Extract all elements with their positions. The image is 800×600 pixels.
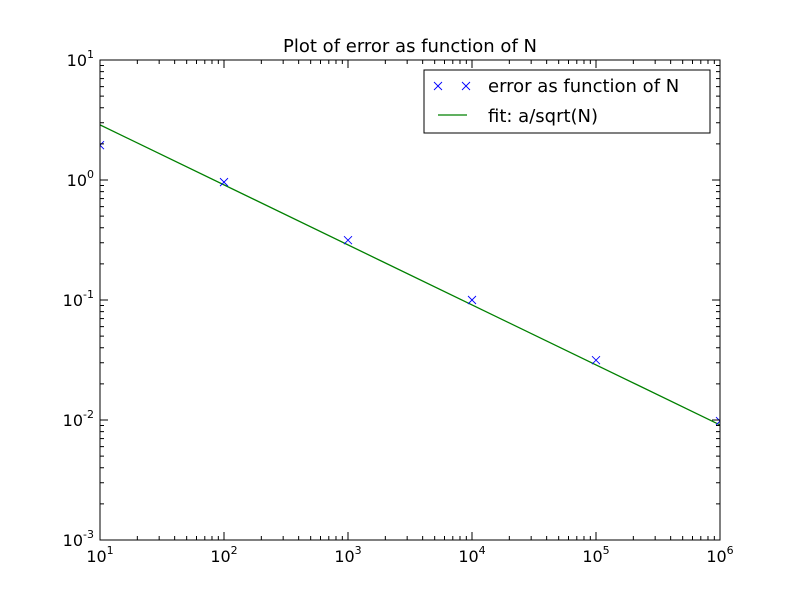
- x-tick-label-base: 10: [210, 547, 230, 566]
- plot-marks: [100, 124, 720, 426]
- x-tick-label: 104: [458, 544, 485, 566]
- legend-box: [423, 69, 711, 134]
- y-tick-label-base: 10: [67, 51, 87, 70]
- x-tick-label-exponent: 4: [479, 544, 486, 557]
- y-tick-label: 10-2: [63, 408, 94, 430]
- fit-line: [100, 124, 720, 426]
- x-tick-label-base: 10: [334, 547, 354, 566]
- x-tick-label-exponent: 5: [603, 544, 610, 557]
- y-tick-label: 101: [67, 48, 94, 70]
- chart-title: Plot of error as function of N: [283, 36, 537, 57]
- y-tick-label: 100: [67, 168, 94, 190]
- x-tick-label: 101: [86, 544, 113, 566]
- x-tick-label: 106: [706, 544, 733, 566]
- y-tick-label-exponent: 1: [87, 48, 94, 61]
- legend-label-error: error as function of N: [488, 76, 679, 97]
- y-tick-label-base: 10: [63, 411, 83, 430]
- x-tick-label-base: 10: [582, 547, 602, 566]
- data-point: [591, 355, 601, 365]
- x-tick-label-exponent: 2: [231, 544, 238, 557]
- y-tick-label-base: 10: [63, 531, 83, 550]
- data-point: [219, 177, 229, 187]
- x-tick-label: 102: [210, 544, 237, 566]
- legend: error as function of N fit: a/sqrt(N): [423, 69, 711, 134]
- data-point: [343, 235, 353, 245]
- x-tick-label: 103: [334, 544, 361, 566]
- data-point: [467, 295, 477, 305]
- x-tick-label-base: 10: [706, 547, 726, 566]
- y-tick-label: 10-3: [63, 528, 94, 550]
- y-tick-label-base: 10: [67, 171, 87, 190]
- plot-frame: [99, 59, 721, 541]
- y-tick-label: 10-1: [63, 288, 94, 310]
- y-tick-label-exponent: -1: [83, 288, 94, 301]
- legend-marker-error: [433, 81, 471, 91]
- x-tick-label: 105: [582, 544, 609, 566]
- y-tick-label-base: 10: [63, 291, 83, 310]
- legend-label-fit: fit: a/sqrt(N): [488, 106, 598, 127]
- y-tick-label-exponent: -3: [83, 528, 94, 541]
- data-point: [715, 416, 720, 426]
- x-tick-label-exponent: 3: [355, 544, 362, 557]
- y-tick-label-exponent: -2: [83, 408, 94, 421]
- y-tick-label-exponent: 0: [87, 168, 94, 181]
- x-tick-label-exponent: 1: [107, 544, 114, 557]
- data-point: [100, 140, 105, 150]
- plot-area: [100, 60, 720, 540]
- x-tick-label-base: 10: [458, 547, 478, 566]
- x-tick-label-exponent: 6: [727, 544, 734, 557]
- x-tick-label-base: 10: [86, 547, 106, 566]
